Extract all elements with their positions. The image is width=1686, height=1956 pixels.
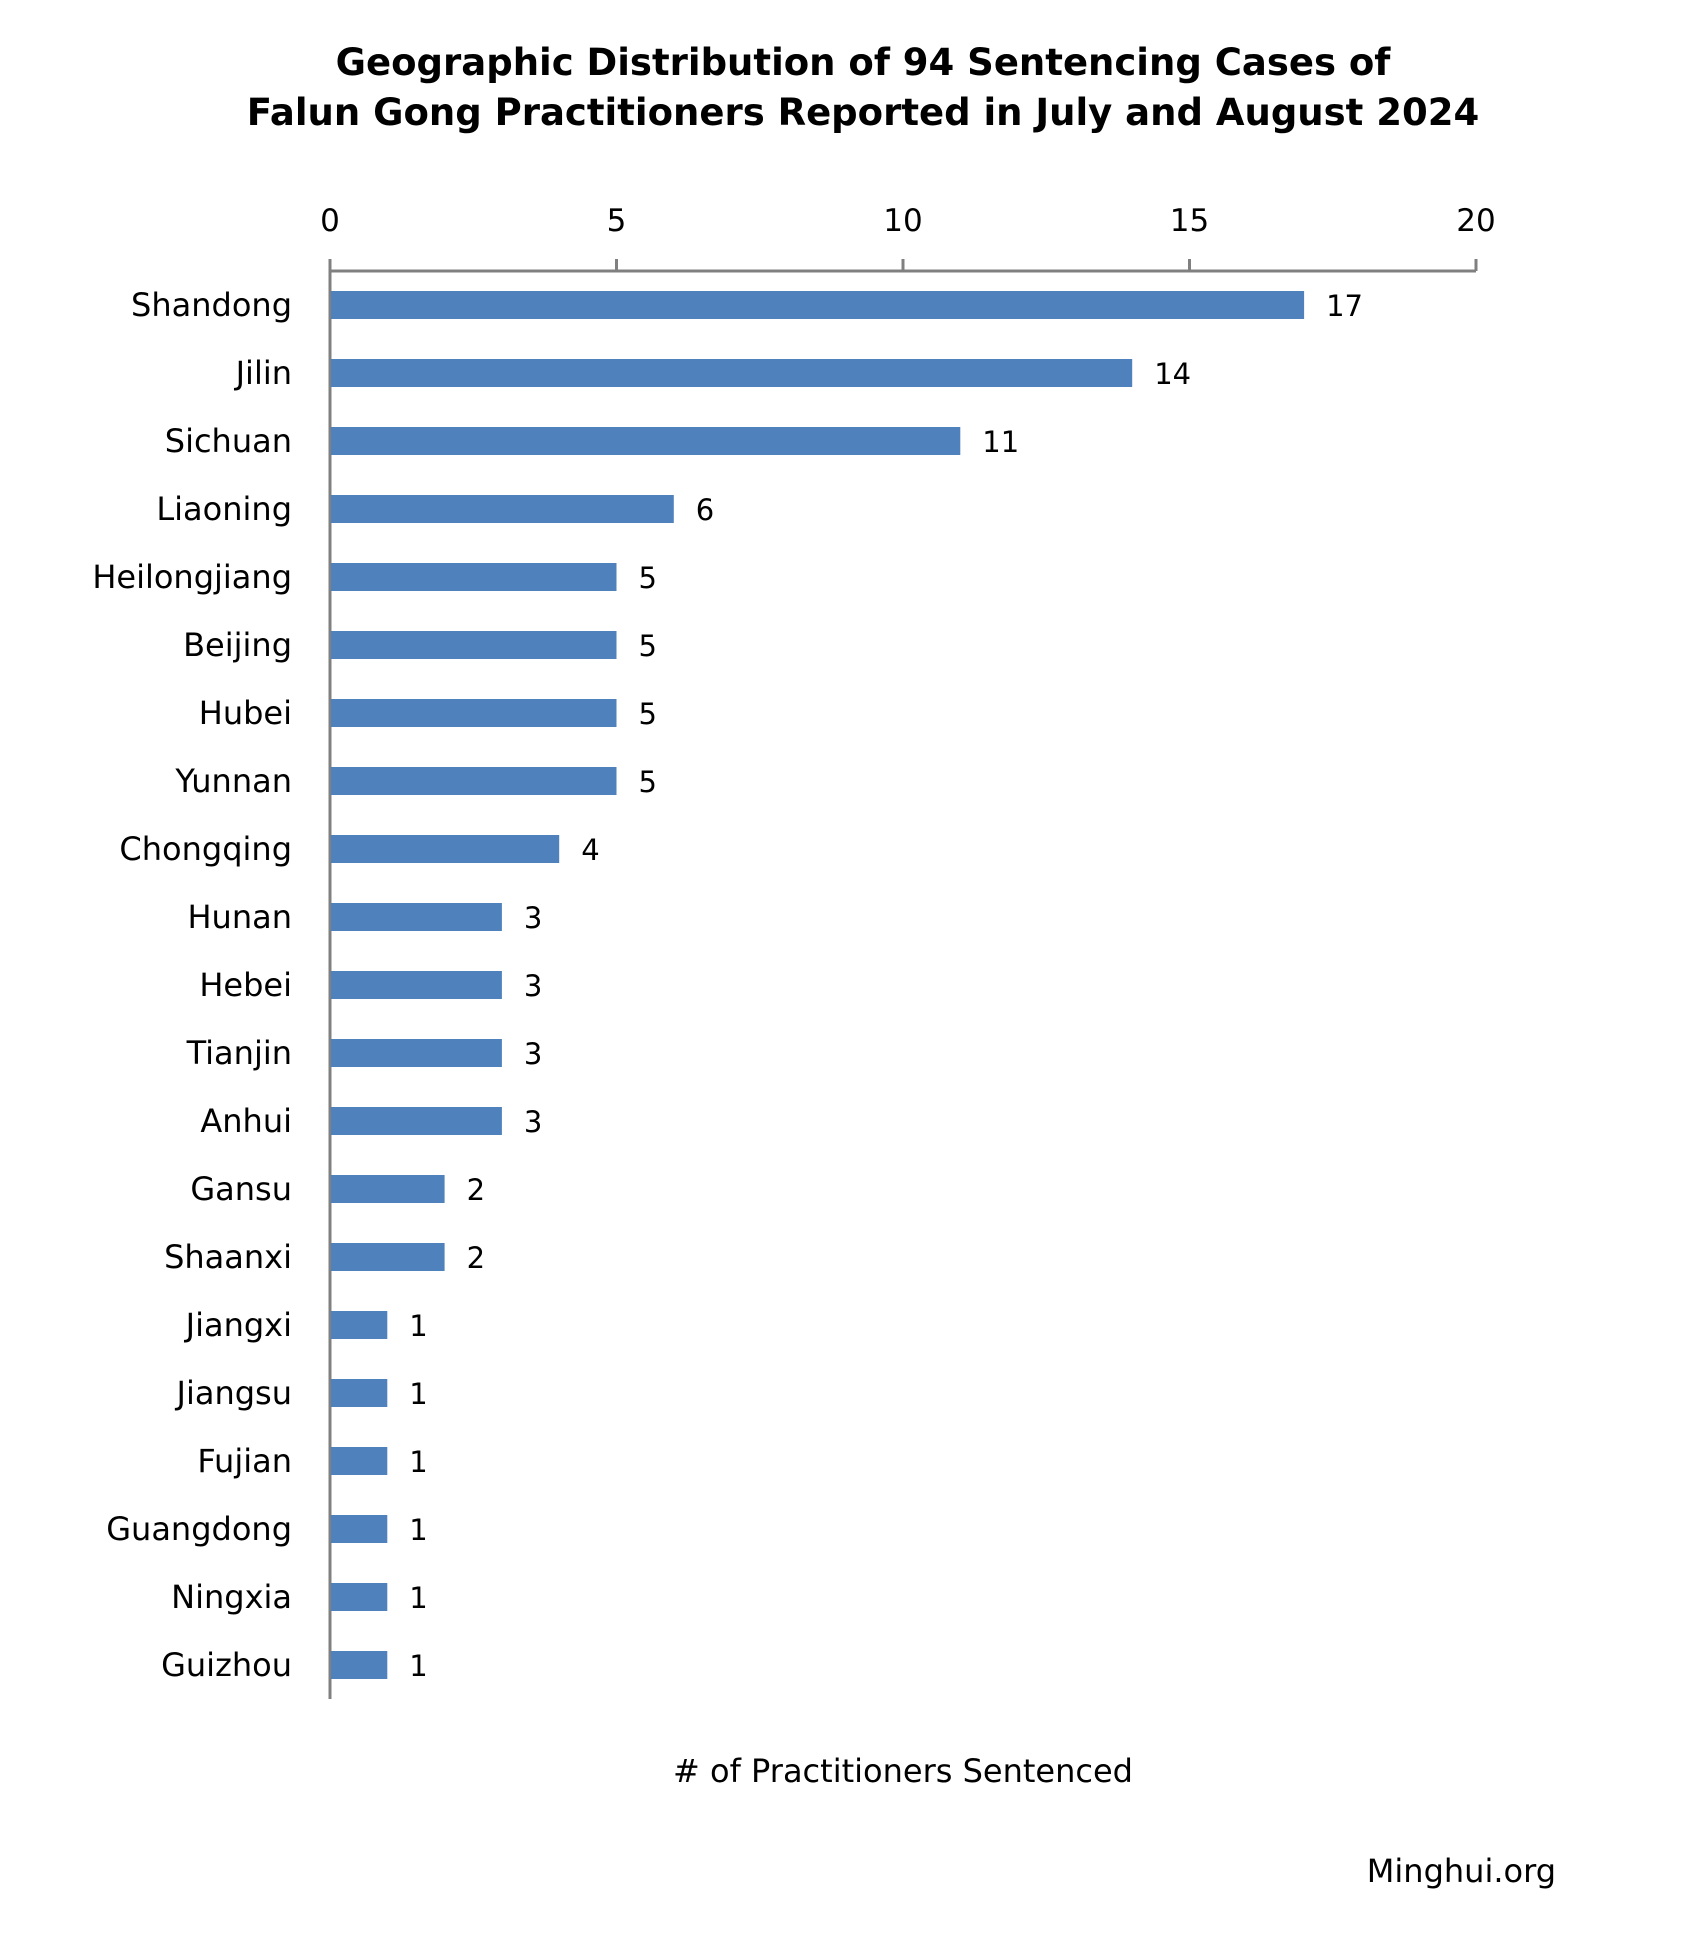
bar <box>331 1447 388 1475</box>
category-label: Sichuan <box>165 422 292 460</box>
x-tick-label: 10 <box>883 203 922 239</box>
data-label: 1 <box>409 1445 427 1479</box>
bar <box>331 563 617 591</box>
category-label: Hebei <box>199 966 292 1004</box>
bar <box>331 1175 445 1203</box>
category-label: Beijing <box>183 626 292 664</box>
data-label: 17 <box>1326 289 1363 323</box>
data-label: 2 <box>467 1173 485 1207</box>
data-label: 1 <box>409 1649 427 1683</box>
chart-title: Geographic Distribution of 94 Sentencing… <box>0 38 1686 138</box>
category-label: Gansu <box>190 1170 292 1208</box>
bar <box>331 1311 388 1339</box>
bar <box>331 1583 388 1611</box>
bar <box>331 1039 502 1067</box>
category-label: Jilin <box>234 354 292 392</box>
data-label: 1 <box>409 1513 427 1547</box>
x-tick-label: 5 <box>607 203 627 239</box>
category-label: Anhui <box>200 1102 292 1140</box>
bar <box>331 699 617 727</box>
bar <box>331 1243 445 1271</box>
bar <box>331 1107 502 1135</box>
data-label: 5 <box>639 629 657 663</box>
bar <box>331 1651 388 1679</box>
data-label: 3 <box>524 901 542 935</box>
data-label: 1 <box>409 1377 427 1411</box>
chart-title-line-1: Geographic Distribution of 94 Sentencing… <box>335 41 1391 84</box>
category-label: Tianjin <box>186 1034 292 1072</box>
data-label: 1 <box>409 1309 427 1343</box>
bar <box>331 359 1133 387</box>
x-tick-label: 20 <box>1456 203 1495 239</box>
category-label: Liaoning <box>156 490 292 528</box>
bar <box>331 1515 388 1543</box>
category-label: Heilongjiang <box>92 558 292 596</box>
category-label: Guangdong <box>106 1510 292 1548</box>
category-label: Hubei <box>199 694 292 732</box>
data-label: 5 <box>639 765 657 799</box>
category-label: Yunnan <box>174 762 292 800</box>
bar <box>331 1379 388 1407</box>
category-label: Shandong <box>131 286 292 324</box>
category-label: Guizhou <box>161 1646 292 1684</box>
x-tick-label: 15 <box>1170 203 1209 239</box>
bar <box>331 495 674 523</box>
data-label: 11 <box>982 425 1019 459</box>
data-label: 1 <box>409 1581 427 1615</box>
bar <box>331 427 961 455</box>
bar <box>331 767 617 795</box>
bar <box>331 971 502 999</box>
category-label: Chongqing <box>119 830 292 868</box>
data-label: 5 <box>639 697 657 731</box>
data-label: 3 <box>524 1105 542 1139</box>
data-label: 6 <box>696 493 714 527</box>
category-label: Hunan <box>187 898 292 936</box>
category-label: Jiangsu <box>175 1374 292 1412</box>
source-credit: Minghui.org <box>1366 1852 1556 1890</box>
data-label: 4 <box>581 833 599 867</box>
data-label: 5 <box>639 561 657 595</box>
x-tick-label: 0 <box>320 203 340 239</box>
x-axis-label: # of Practitioners Sentenced <box>673 1752 1133 1790</box>
category-label: Shaanxi <box>164 1238 292 1276</box>
bar <box>331 631 617 659</box>
data-label: 3 <box>524 1037 542 1071</box>
data-label: 14 <box>1154 357 1191 391</box>
data-label: 3 <box>524 969 542 1003</box>
bar <box>331 835 560 863</box>
category-label: Jiangxi <box>184 1306 292 1344</box>
bar <box>331 291 1305 319</box>
category-label: Fujian <box>197 1442 292 1480</box>
data-label: 2 <box>467 1241 485 1275</box>
bar <box>331 903 502 931</box>
chart-title-line-2: Falun Gong Practitioners Reported in Jul… <box>246 91 1480 134</box>
category-label: Ningxia <box>171 1578 292 1616</box>
